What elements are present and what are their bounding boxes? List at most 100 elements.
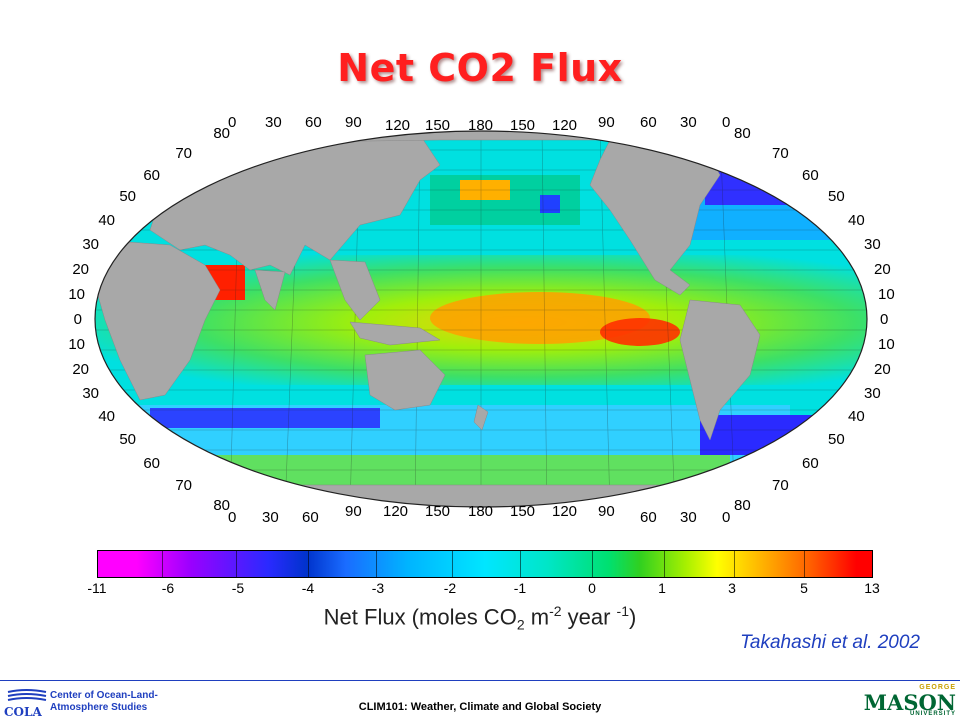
lat-label: 80 [734, 125, 751, 142]
colorbar-tick: -3 [371, 580, 385, 596]
indonesia-land [349, 321, 441, 346]
colorbar-tick: -11 [87, 580, 107, 596]
lat-label: 30 [864, 385, 881, 402]
lon-label: 180 [468, 503, 493, 520]
lon-label: 90 [345, 114, 362, 131]
grid-lines [95, 131, 867, 507]
lat-label: 40 [98, 408, 115, 425]
map-border [94, 130, 868, 508]
lat-label: 50 [828, 431, 845, 448]
colorbar-tick: -2 [443, 580, 457, 596]
lon-label: 150 [510, 503, 535, 520]
left-latitude-labels: 80 70 60 50 40 30 20 10 0 10 20 30 40 50… [68, 125, 230, 514]
lat-label: 80 [734, 497, 751, 514]
colorbar-tick: 0 [588, 580, 596, 596]
lat-label: 50 [119, 431, 136, 448]
right-latitude-labels: 80 70 60 50 40 30 20 10 0 10 20 30 40 50… [734, 125, 895, 514]
lat-label: 10 [68, 286, 85, 303]
lat-label: 60 [143, 455, 160, 472]
lon-label: 30 [265, 114, 282, 131]
lat-label: 30 [82, 236, 99, 253]
lat-label: 80 [213, 497, 230, 514]
lon-label: 180 [468, 117, 493, 134]
cola-name-line1: Center of Ocean-Land- [50, 690, 158, 701]
lat-label: 70 [772, 477, 789, 494]
lat-label: 50 [119, 188, 136, 205]
colorbar-tick: 3 [728, 580, 736, 596]
india-land [254, 269, 286, 311]
colorbar-tick: -6 [161, 580, 175, 596]
lon-label: 60 [640, 509, 657, 526]
lon-label: 90 [345, 503, 362, 520]
top-longitude-labels: 0 30 60 90 120 150 180 150 120 90 60 30 … [228, 114, 730, 134]
colorbar-title-sup2: -1 [616, 603, 629, 619]
colorbar-title-year: year [561, 604, 617, 630]
colorbar-title-sub: 2 [516, 616, 525, 633]
lat-label: 80 [213, 125, 230, 142]
cola-abbreviation: COLA [4, 705, 42, 719]
gmu-logo: MASON [863, 690, 956, 715]
citation: Takahashi et al. 2002 [740, 632, 920, 653]
lat-label: 10 [878, 286, 895, 303]
southeast-asia-land [329, 259, 381, 321]
lon-label: 30 [680, 509, 697, 526]
lon-label: 0 [722, 509, 730, 526]
gmu-university-text: UNIVERSITY [909, 711, 956, 717]
lon-label: 120 [385, 117, 410, 134]
lon-label: 60 [305, 114, 322, 131]
africa-land [95, 239, 221, 401]
lat-label: 70 [175, 145, 192, 162]
colorbar-tick: 5 [800, 580, 808, 596]
colorbar-tick: 1 [658, 580, 666, 596]
lat-label: 50 [828, 188, 845, 205]
lat-label: 20 [72, 261, 89, 278]
page-title: Net CO2 Flux [337, 46, 623, 90]
lat-label: 60 [143, 167, 160, 184]
colorbar-title-main: Net Flux (moles CO [323, 604, 517, 630]
colorbar-title: Net Flux (moles CO2 m-2 year -1) [0, 603, 960, 633]
lat-label: 0 [880, 311, 888, 328]
lon-label: 150 [510, 117, 535, 134]
lat-label: 10 [68, 336, 85, 353]
ocean-field [95, 131, 867, 507]
lon-label: 60 [640, 114, 657, 131]
bottom-longitude-labels: 0 30 60 90 120 150 180 150 120 90 60 30 … [228, 503, 730, 526]
cola-logo-icon [7, 689, 47, 701]
colorbar-tick: 13 [864, 580, 880, 596]
lon-label: 0 [228, 114, 236, 131]
course-footer: CLIM101: Weather, Climate and Global Soc… [358, 701, 602, 713]
colorbar-title-sup1: -2 [549, 603, 562, 619]
lon-label: 120 [552, 503, 577, 520]
lon-label: 0 [228, 509, 236, 526]
cola-org-name: Center of Ocean-Land- Atmosphere Studies [50, 690, 158, 714]
north-america-land [589, 137, 721, 296]
colorbar-tick: -4 [301, 580, 315, 596]
lat-label: 70 [175, 477, 192, 494]
lon-label: 30 [680, 114, 697, 131]
footer-divider [0, 680, 960, 681]
lat-label: 30 [864, 236, 881, 253]
lat-label: 60 [802, 167, 819, 184]
colorbar-title-end: ) [629, 604, 637, 630]
lon-label: 150 [425, 503, 450, 520]
new-zealand-land [473, 404, 489, 431]
lat-label: 40 [848, 212, 865, 229]
lat-label: 0 [74, 311, 82, 328]
colorbar-title-mid: m [524, 604, 550, 630]
colorbar-tick: -1 [513, 580, 527, 596]
australia-land [364, 349, 446, 411]
lat-label: 70 [772, 145, 789, 162]
lon-label: 0 [722, 114, 730, 131]
lat-label: 30 [82, 385, 99, 402]
lat-label: 40 [98, 212, 115, 229]
lat-label: 20 [874, 361, 891, 378]
colorbar [97, 550, 873, 578]
flux-map: 0 30 60 90 120 150 180 150 120 90 60 30 … [68, 114, 895, 526]
lat-label: 40 [848, 408, 865, 425]
colorbar-tick: -5 [231, 580, 245, 596]
lon-label: 90 [598, 503, 615, 520]
lat-label: 20 [874, 261, 891, 278]
south-america-land [679, 299, 761, 441]
lat-label: 60 [802, 455, 819, 472]
lon-label: 120 [552, 117, 577, 134]
